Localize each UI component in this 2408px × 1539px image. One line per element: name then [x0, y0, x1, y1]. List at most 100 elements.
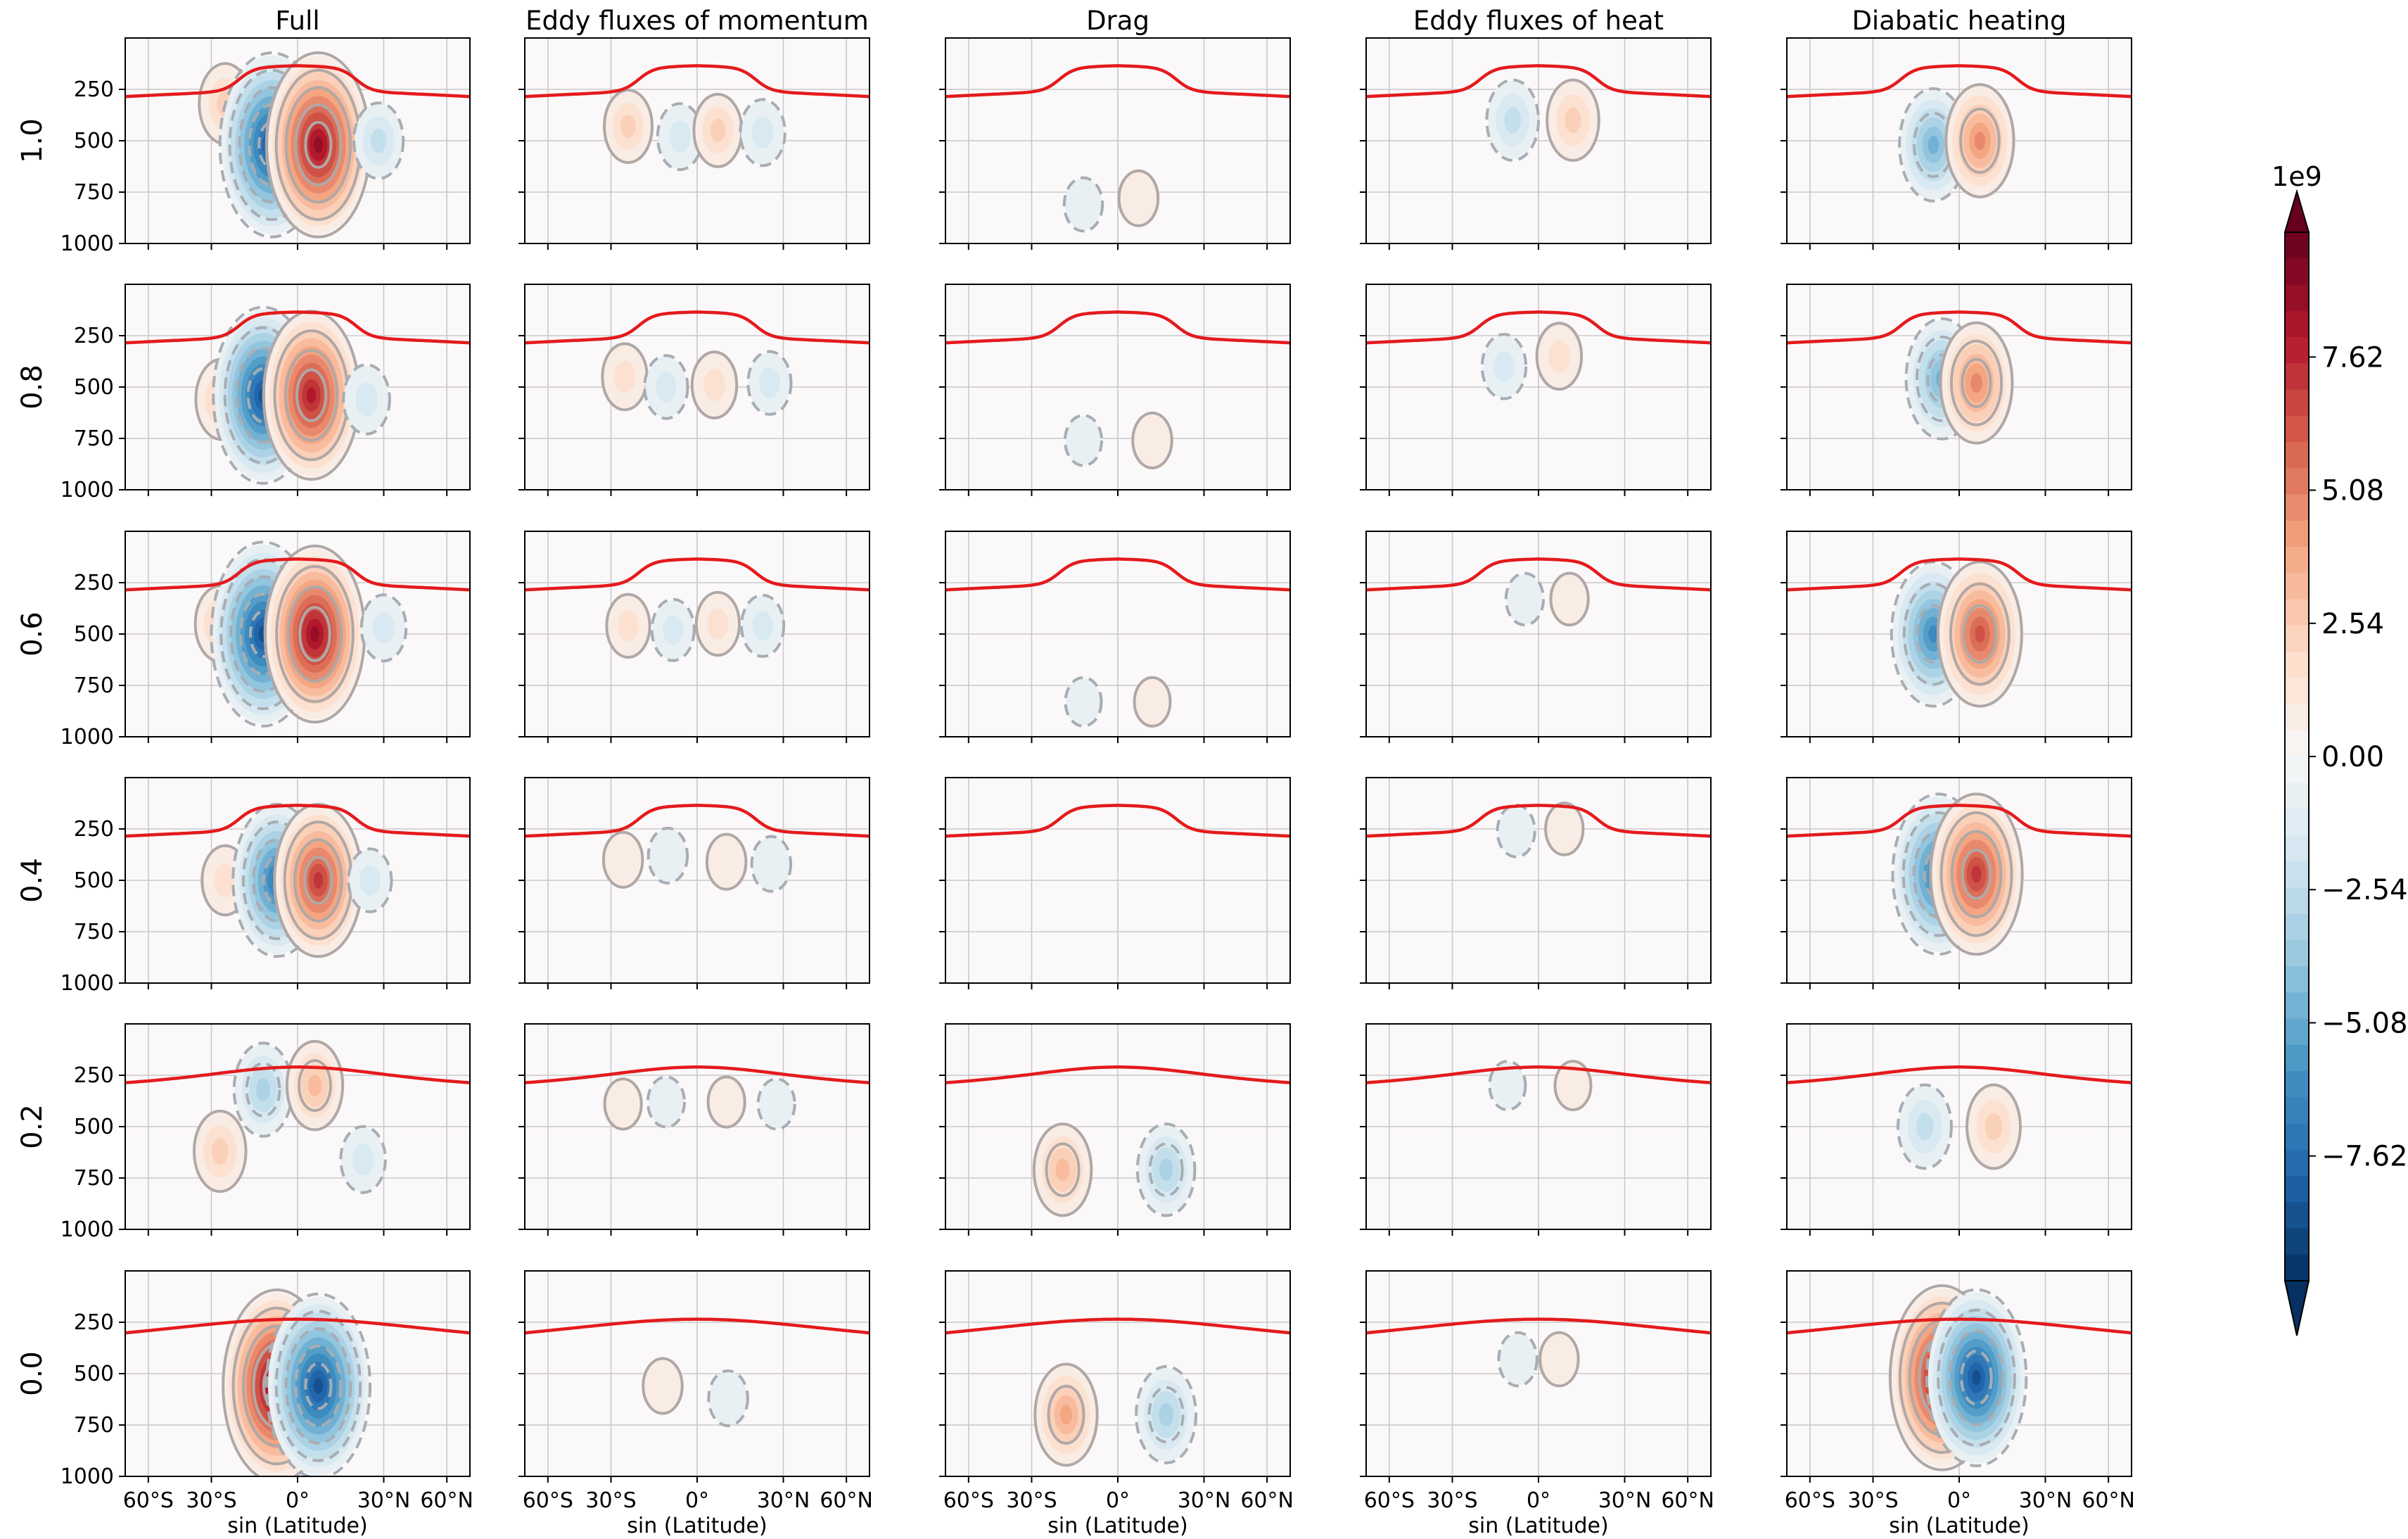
negative-cell	[1064, 676, 1103, 728]
panel-content	[1787, 38, 2132, 243]
contour-line	[304, 120, 333, 169]
contour-fill	[1928, 625, 1939, 643]
positive-cell	[1546, 78, 1600, 162]
positive-cell	[1117, 169, 1160, 227]
x-tick-label: 60°S	[1364, 1488, 1415, 1513]
contour-fill	[656, 372, 677, 403]
contour-line	[274, 1310, 362, 1462]
tropopause-line	[1787, 804, 2132, 838]
contour-line	[601, 830, 644, 889]
contour-line	[746, 350, 793, 416]
contour-line	[1897, 1083, 1953, 1170]
tropopause-line	[945, 64, 1290, 99]
x-tick-label: 60°S	[943, 1488, 994, 1513]
panel	[939, 531, 1291, 743]
panel: 60°S 30°S 0° 30°N 60°N sin (Latitude)	[518, 1270, 873, 1538]
contour-fill	[752, 611, 773, 641]
x-tick-label: 30°N	[1598, 1488, 1652, 1513]
contour-fill	[373, 612, 395, 645]
positive-cell	[1553, 1060, 1593, 1112]
contour-fill	[710, 118, 726, 143]
negative-cell	[1488, 1060, 1527, 1112]
x-axis-label: sin (Latitude)	[1047, 1514, 1187, 1538]
contour-line	[603, 1077, 643, 1131]
contour-line	[1539, 1331, 1580, 1388]
contour-fill	[1055, 1158, 1070, 1182]
panel-content	[945, 1024, 1290, 1229]
contour-line	[707, 1369, 749, 1428]
positive-cell	[192, 1109, 248, 1193]
tropopause-line	[945, 310, 1290, 345]
panel	[939, 777, 1291, 989]
colorbar-segment	[2285, 678, 2309, 705]
tropopause-line	[1787, 310, 2132, 345]
colorbar-segment	[2285, 1071, 2309, 1098]
positive-cell	[265, 51, 372, 239]
contour-line	[1032, 1122, 1093, 1217]
colorbar-segment	[2285, 783, 2309, 810]
contour-fill	[1490, 1062, 1525, 1110]
colorbar-segment	[2285, 1254, 2309, 1281]
contour-line	[1950, 830, 2003, 919]
panel-content	[125, 1271, 470, 1476]
contour-fill	[307, 387, 317, 404]
positive-cell	[263, 544, 367, 724]
positive-cell	[1539, 1331, 1580, 1388]
positive-cell	[605, 593, 651, 659]
contour-line	[1939, 811, 2013, 937]
y-tick-label: 500	[74, 868, 114, 893]
colorbar-segment	[2285, 966, 2309, 993]
negative-cell	[646, 826, 689, 885]
contour-line	[1546, 78, 1600, 162]
x-tick-label: 60°S	[123, 1488, 174, 1513]
tropopause-line	[525, 557, 869, 592]
contour-fill	[1498, 806, 1534, 856]
row-label: 0.4	[16, 858, 49, 903]
contour-line	[265, 1292, 372, 1476]
negative-cell	[1898, 87, 1969, 203]
colorbar-segment	[2285, 730, 2309, 757]
contour-fill	[752, 837, 791, 891]
contour-line	[603, 89, 654, 165]
tropopause-line	[525, 1065, 869, 1084]
positive-cell	[642, 1357, 684, 1415]
positive-cell	[1544, 802, 1585, 856]
colorbar-segment	[2285, 887, 2309, 915]
colorbar-segment	[2285, 913, 2309, 941]
contour-line	[303, 856, 333, 905]
contour-line	[298, 606, 331, 662]
contour-fill	[644, 1359, 682, 1413]
y-tick-label: 750	[74, 180, 114, 205]
column-title: Eddy fluxes of heat	[1413, 6, 1664, 36]
contour-fill	[1548, 340, 1570, 372]
colorbar-segment	[2285, 415, 2309, 443]
contour-fill	[1975, 625, 1985, 643]
contour-fill	[1916, 1113, 1934, 1141]
panel	[1360, 1023, 1712, 1236]
positive-cell	[273, 802, 364, 958]
x-tick-label: 30°N	[757, 1488, 810, 1513]
contour-fill	[1159, 1158, 1173, 1182]
negative-cell	[347, 847, 393, 913]
contour-fill	[1565, 107, 1581, 134]
x-tick-label: 0°	[1947, 1488, 1971, 1513]
tropopause-line	[125, 1317, 470, 1335]
positive-cell	[692, 92, 744, 168]
tropopause-line	[1366, 804, 1711, 838]
negative-cell	[746, 350, 793, 416]
contour-line	[192, 1109, 248, 1193]
panel-content	[945, 1271, 1290, 1476]
contour-fill	[618, 610, 639, 642]
contour-line	[1961, 848, 1992, 900]
x-axis-label: sin (Latitude)	[227, 1514, 367, 1538]
positive-cell	[694, 590, 741, 657]
positive-cell	[1939, 321, 2014, 445]
contour-fill	[313, 1377, 323, 1395]
panel-content	[945, 284, 1290, 490]
contour-line	[1496, 804, 1536, 859]
contour-line	[646, 1075, 686, 1129]
colorbar-segment	[2285, 861, 2309, 888]
x-tick-label: 30°N	[2019, 1488, 2072, 1513]
x-tick-label: 60°S	[1785, 1488, 1835, 1513]
positive-cell	[1936, 560, 2023, 708]
